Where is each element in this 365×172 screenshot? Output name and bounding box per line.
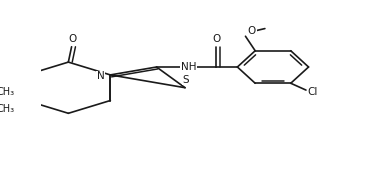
Text: N: N <box>97 71 104 81</box>
Text: S: S <box>182 74 189 84</box>
Text: O: O <box>212 34 220 44</box>
Text: CH₃: CH₃ <box>0 87 14 97</box>
Text: NH: NH <box>181 62 197 72</box>
Text: O: O <box>248 26 256 36</box>
Text: O: O <box>68 34 77 44</box>
Text: CH₃: CH₃ <box>0 104 14 114</box>
Text: Cl: Cl <box>307 87 318 97</box>
